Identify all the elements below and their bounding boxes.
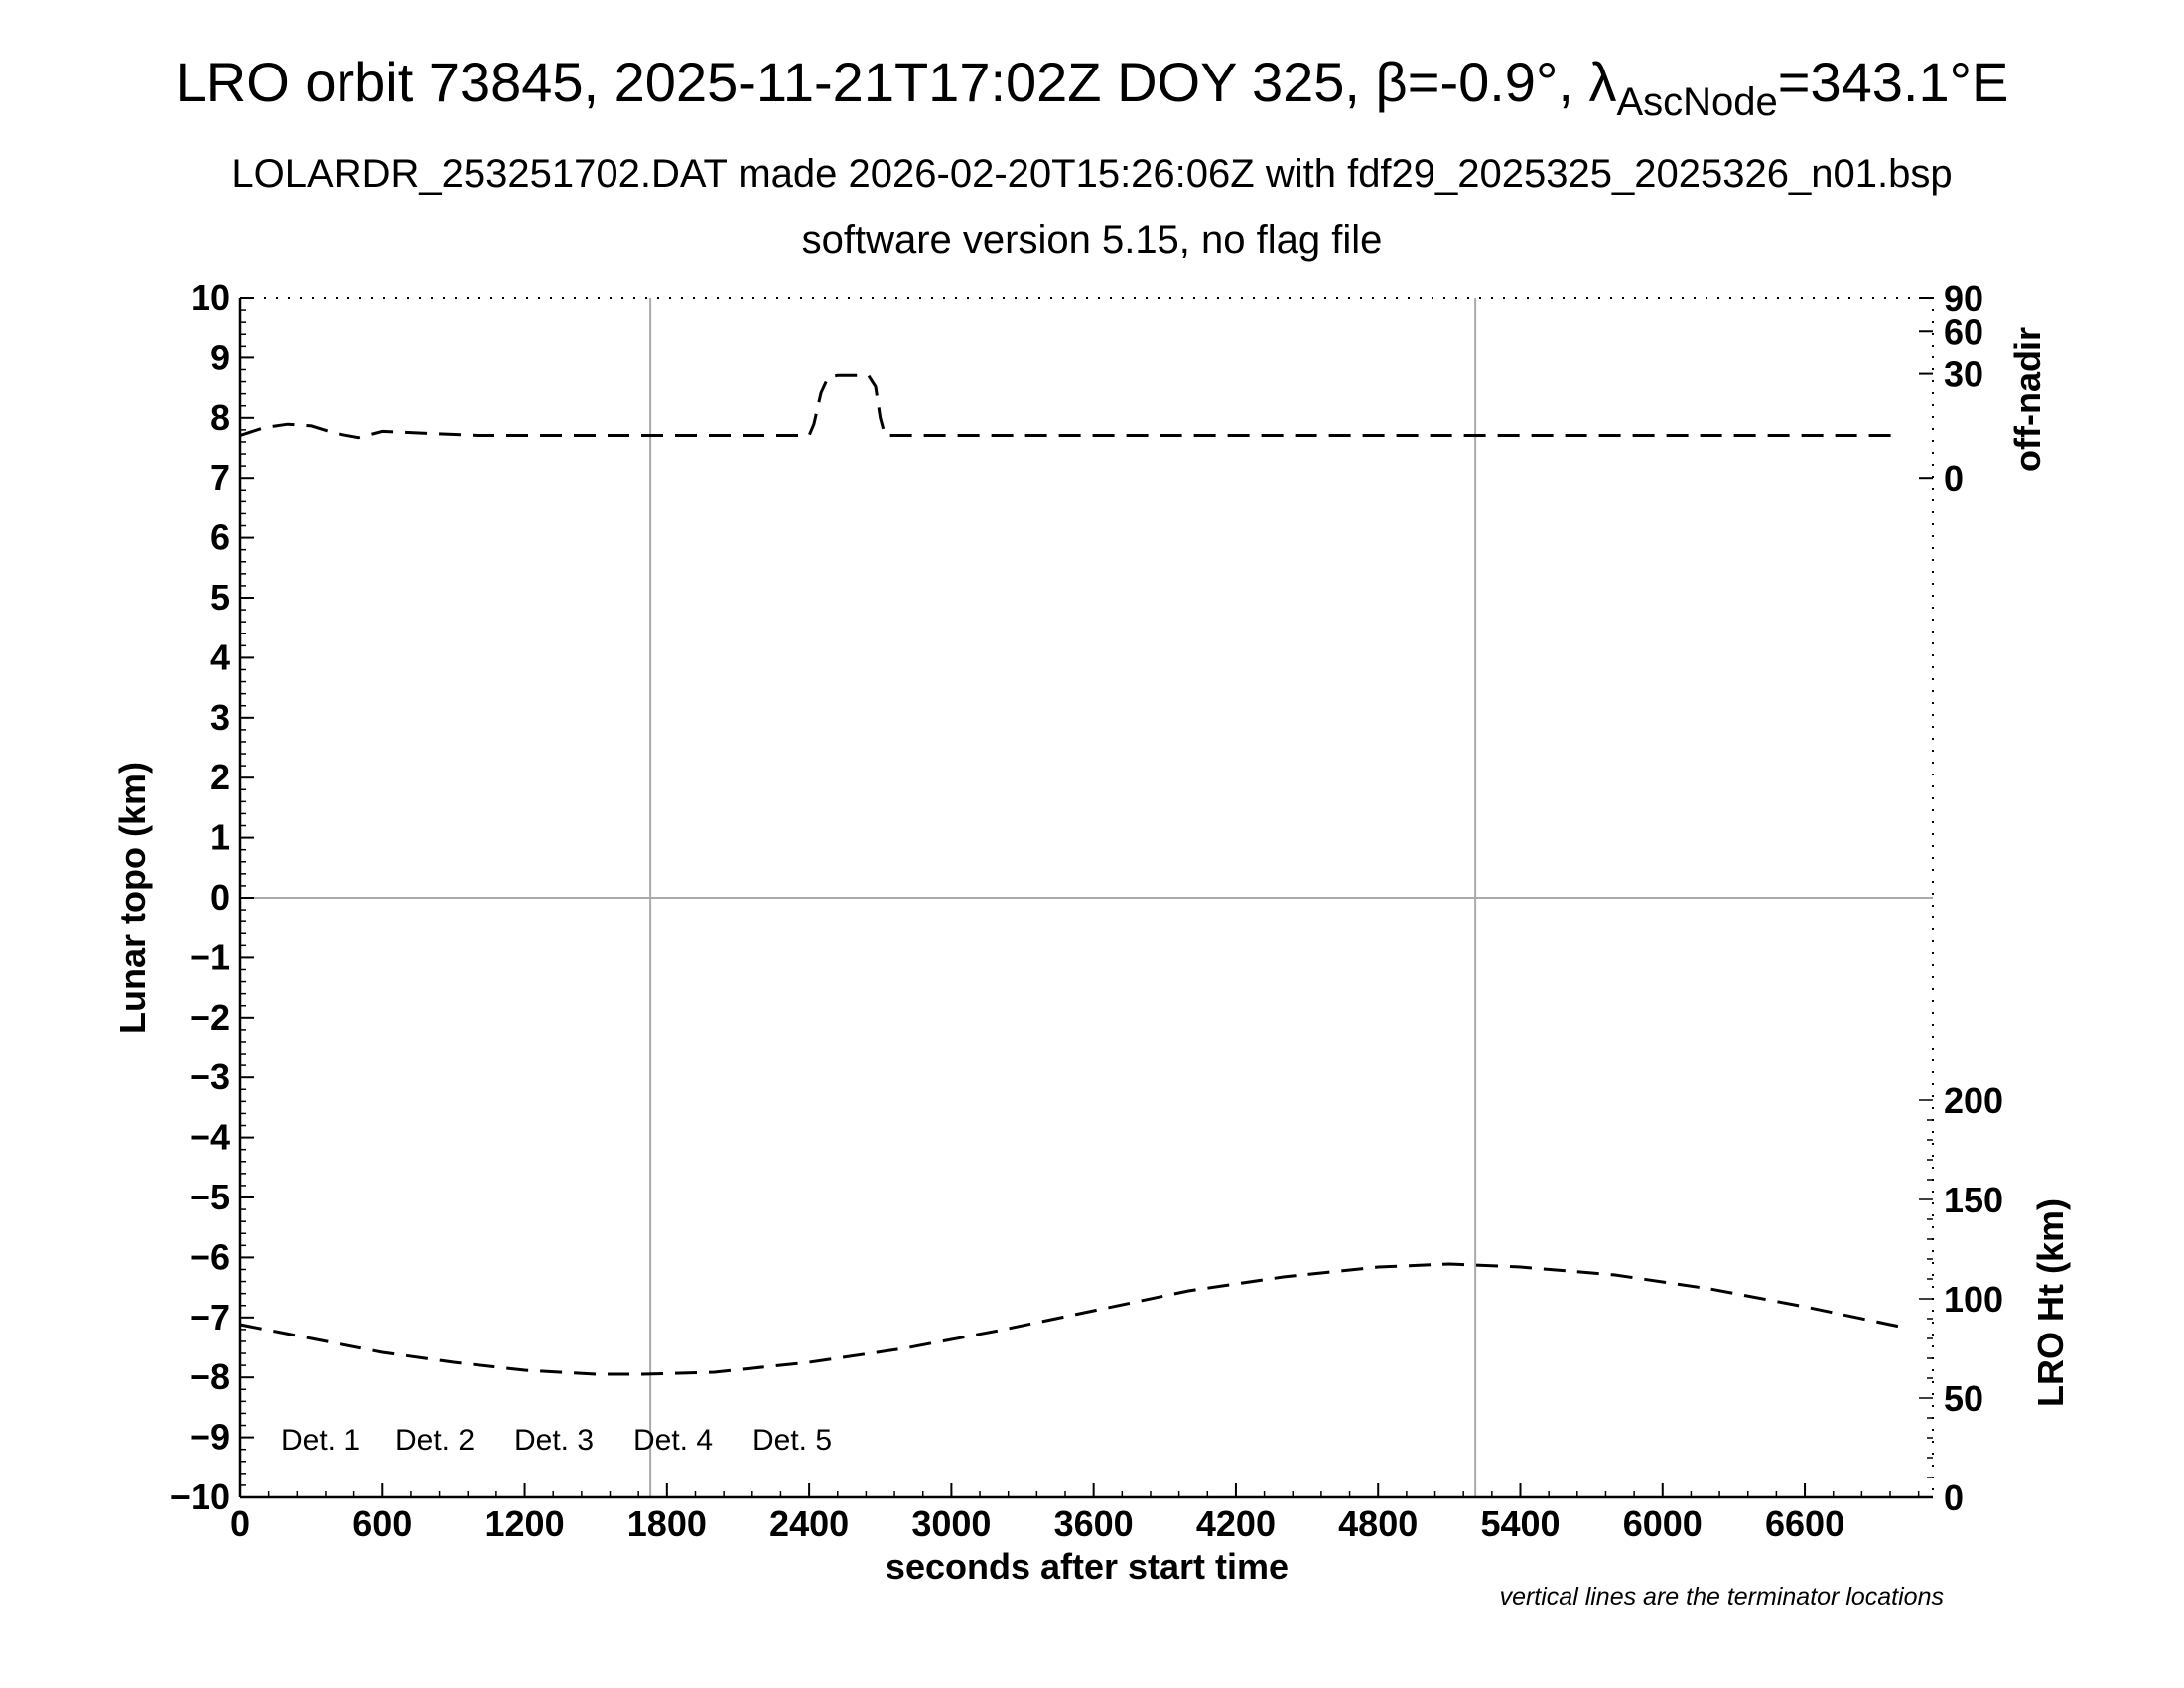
right-top-tick-label: 60	[1944, 311, 1983, 352]
legend-item: Det. 4	[633, 1424, 713, 1457]
right-bottom-tick-label: 100	[1944, 1279, 2003, 1320]
x-tick-label: 5400	[1480, 1503, 1560, 1544]
x-tick-label: 6000	[1623, 1503, 1703, 1544]
off-nadir-series	[239, 373, 1900, 440]
right-top-tick-label: 90	[1944, 278, 1983, 319]
x-axis-label: seconds after start time	[886, 1546, 1289, 1587]
x-tick-label: 600	[352, 1503, 412, 1544]
legend-item: Det. 1	[281, 1424, 360, 1457]
y-tick-label: −4	[190, 1117, 230, 1158]
right-top-tick-label: 0	[1944, 458, 1964, 498]
axis-ticks	[239, 297, 1933, 1498]
legend-item: Det. 2	[395, 1424, 475, 1457]
x-tick-label: 3600	[1054, 1503, 1134, 1544]
y-tick-label: −6	[190, 1236, 230, 1277]
y-tick-label: 9	[210, 337, 230, 377]
y-tick-label: −2	[190, 997, 230, 1038]
chart-title: LRO orbit 73845, 2025-11-21T17:02Z DOY 3…	[176, 51, 2009, 124]
y-tick-label: −3	[190, 1056, 230, 1097]
right-bottom-tick-label: 50	[1944, 1378, 1983, 1419]
y-tick-label: 10	[191, 277, 230, 318]
y-tick-label: 4	[210, 636, 230, 677]
x-tick-label: 1800	[627, 1503, 707, 1544]
lro-height-series	[239, 1262, 1900, 1376]
y-axis-label: Lunar topo (km)	[112, 762, 153, 1034]
y-tick-label: −8	[190, 1356, 230, 1397]
x-tick-label: 1200	[485, 1503, 565, 1544]
x-tick-label: 0	[230, 1503, 250, 1544]
right-bottom-tick-label: 0	[1944, 1477, 1964, 1518]
series-lines	[239, 373, 1900, 1376]
y-tick-label: 6	[210, 517, 230, 558]
y-tick-label: 8	[210, 397, 230, 438]
y-tick-label: 5	[210, 577, 230, 618]
y-tick-label: −5	[190, 1177, 230, 1217]
y-tick-label: 3	[210, 697, 230, 738]
legend-item: Det. 3	[514, 1424, 594, 1457]
x-tick-label: 4800	[1338, 1503, 1418, 1544]
x-tick-label: 3000	[911, 1503, 991, 1544]
chart-subtitle-2: software version 5.15, no flag file	[802, 218, 1383, 262]
y-tick-label: −9	[190, 1417, 230, 1458]
y-tick-label: 0	[210, 877, 230, 917]
right-bottom-tick-label: 200	[1944, 1080, 2003, 1121]
terminator-note: vertical lines are the terminator locati…	[1500, 1583, 1944, 1611]
legend: Det. 1 Det. 2 Det. 3 Det. 4 Det. 5	[281, 1424, 832, 1457]
x-tick-label: 6600	[1765, 1503, 1844, 1544]
grid-lines	[240, 298, 1933, 1497]
y-tick-label: 1	[210, 817, 230, 858]
y-tick-label: −7	[190, 1297, 230, 1337]
x-tick-labels: 0 600 1200 1800 2400 3000 3600 4200 4800 5400 6000…	[230, 1503, 1844, 1544]
x-tick-label: 2400	[769, 1503, 849, 1544]
y-tick-label: 2	[210, 757, 230, 797]
right-top-tick-label: 30	[1944, 354, 1983, 395]
legend-item: Det. 5	[752, 1424, 832, 1457]
right-top-axis-label: off-nadir	[2007, 327, 2048, 472]
y-tick-label: 7	[210, 457, 230, 497]
x-tick-label: 4200	[1196, 1503, 1276, 1544]
right-bottom-tick-labels: 200 150 100 50 0	[1944, 1080, 2003, 1518]
y-tick-label: −1	[190, 936, 230, 977]
right-bottom-axis-label: LRO Ht (km)	[2030, 1198, 2071, 1407]
chart-subtitle-1: LOLARDR_253251702.DAT made 2026-02-20T15…	[231, 152, 1952, 196]
right-bottom-tick-label: 150	[1944, 1180, 2003, 1220]
y-tick-label: −10	[170, 1477, 230, 1517]
